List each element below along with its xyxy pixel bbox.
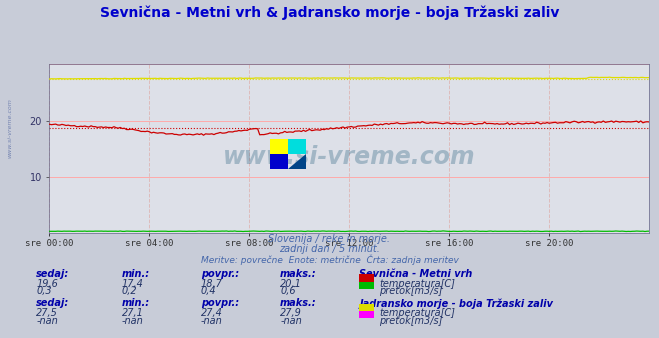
Text: 27,5: 27,5	[36, 308, 58, 318]
Text: Sevnična - Metni vrh & Jadransko morje - boja Tržaski zaliv: Sevnična - Metni vrh & Jadransko morje -…	[100, 5, 559, 20]
Text: 0,4: 0,4	[201, 286, 217, 296]
Text: povpr.:: povpr.:	[201, 298, 239, 308]
Text: -nan: -nan	[201, 316, 223, 326]
Text: maks.:: maks.:	[280, 298, 317, 308]
Text: www.si-vreme.com: www.si-vreme.com	[223, 145, 476, 169]
Text: Meritve: povrečne  Enote: metrične  Črta: zadnja meritev: Meritve: povrečne Enote: metrične Črta: …	[200, 254, 459, 265]
Text: Slovenija / reke in morje.: Slovenija / reke in morje.	[268, 234, 391, 244]
Text: 18,7: 18,7	[201, 279, 223, 289]
Text: -nan: -nan	[280, 316, 302, 326]
Text: -nan: -nan	[122, 316, 144, 326]
Bar	[289, 139, 306, 154]
Text: 0,6: 0,6	[280, 286, 296, 296]
Text: 17,4: 17,4	[122, 279, 144, 289]
Text: 27,1: 27,1	[122, 308, 144, 318]
Text: temperatura[C]: temperatura[C]	[379, 279, 455, 289]
Text: 27,9: 27,9	[280, 308, 302, 318]
Text: pretok[m3/s]: pretok[m3/s]	[379, 286, 442, 296]
Text: -nan: -nan	[36, 316, 58, 326]
Text: zadnji dan / 5 minut.: zadnji dan / 5 minut.	[279, 244, 380, 254]
Text: sedaj:: sedaj:	[36, 269, 69, 279]
Text: sedaj:: sedaj:	[36, 298, 69, 308]
Text: pretok[m3/s]: pretok[m3/s]	[379, 316, 442, 326]
Text: 0,3: 0,3	[36, 286, 52, 296]
Text: maks.:: maks.:	[280, 269, 317, 279]
Text: povpr.:: povpr.:	[201, 269, 239, 279]
Text: 27,4: 27,4	[201, 308, 223, 318]
Text: Sevnična - Metni vrh: Sevnična - Metni vrh	[359, 269, 473, 279]
Text: temperatura[C]: temperatura[C]	[379, 308, 455, 318]
Text: min.:: min.:	[122, 269, 150, 279]
Polygon shape	[289, 154, 306, 169]
Text: 0,2: 0,2	[122, 286, 138, 296]
Text: min.:: min.:	[122, 298, 150, 308]
Text: 19,6: 19,6	[36, 279, 58, 289]
Bar	[270, 139, 289, 154]
Text: Jadransko morje - boja Tržaski zaliv: Jadransko morje - boja Tržaski zaliv	[359, 298, 553, 309]
Bar	[270, 154, 289, 169]
Text: www.si-vreme.com: www.si-vreme.com	[8, 98, 13, 159]
Text: 20,1: 20,1	[280, 279, 302, 289]
